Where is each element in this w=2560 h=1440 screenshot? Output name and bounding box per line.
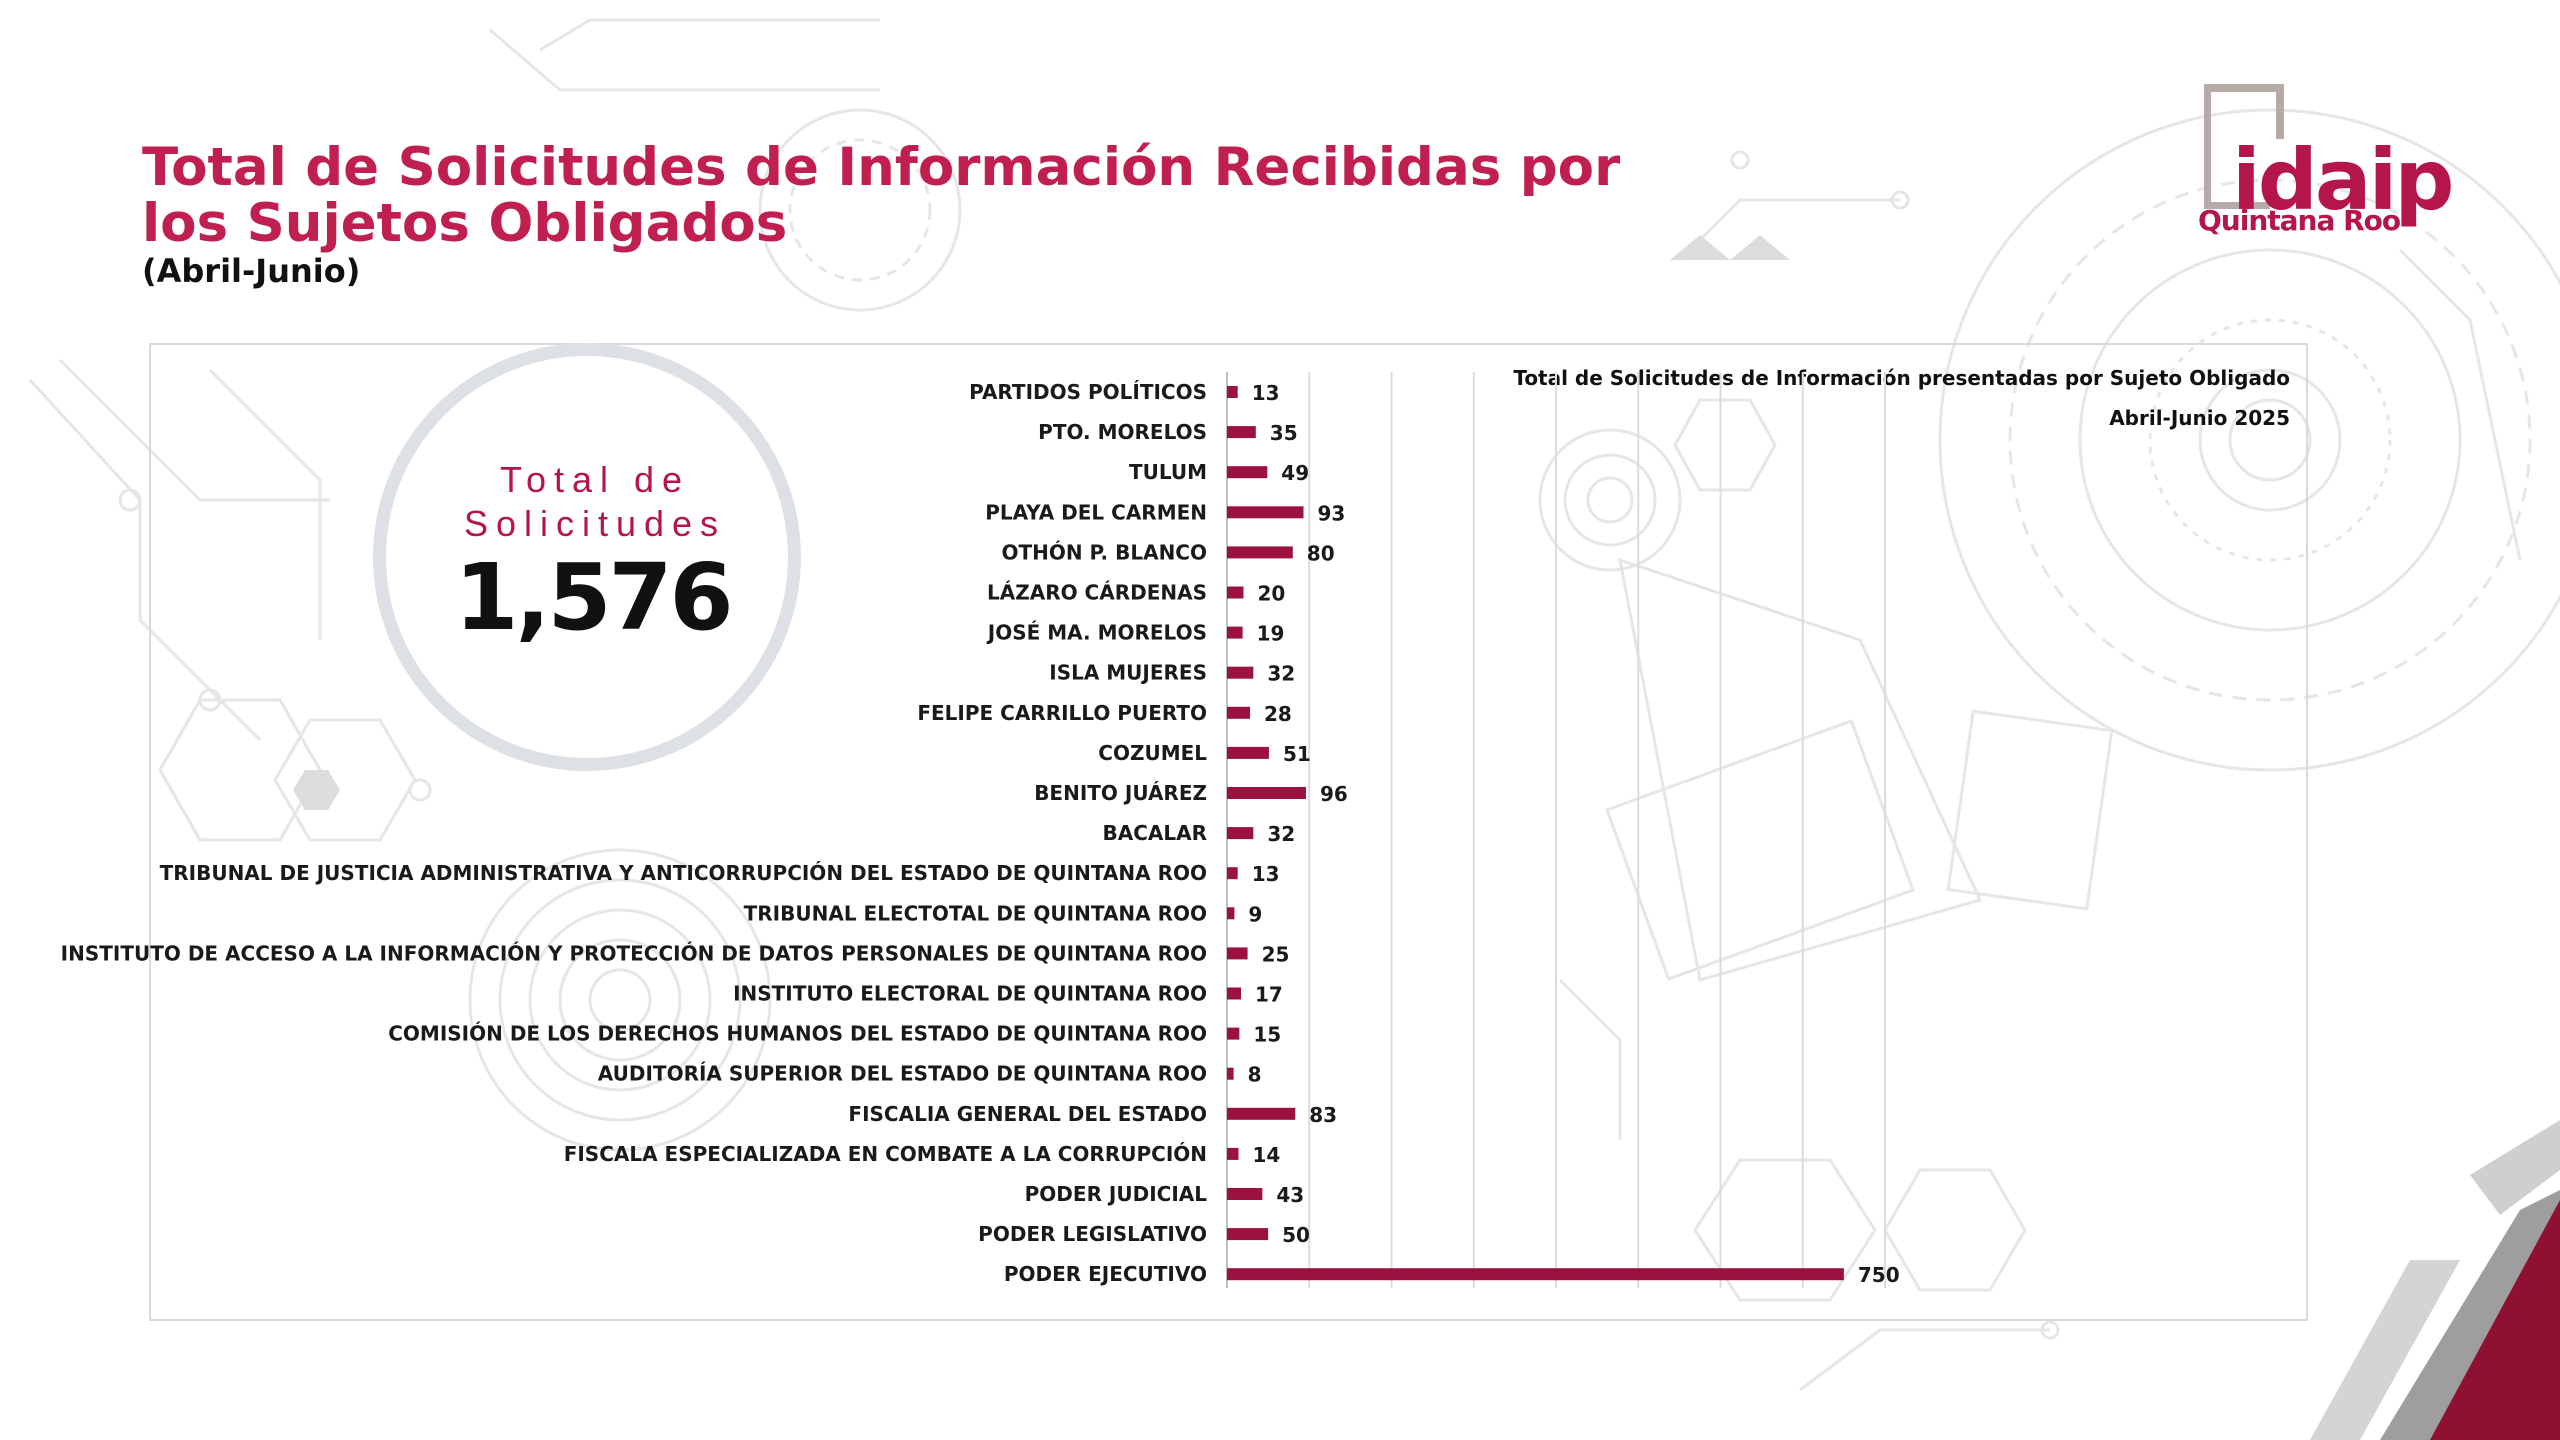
chart-panel [149, 343, 2308, 1321]
bar [1227, 586, 1244, 599]
category-label: FISCALA ESPECIALIZADA EN COMBATE A LA CO… [564, 1142, 1207, 1166]
category-label: TULUM [1129, 460, 1207, 484]
category-label: TRIBUNAL ELECTOTAL DE QUINTANA ROO [744, 901, 1207, 925]
data-label: 49 [1281, 461, 1309, 485]
category-label: ISLA MUJERES [1049, 661, 1207, 685]
data-label: 17 [1255, 983, 1283, 1007]
bar [1227, 987, 1241, 1000]
data-label: 13 [1252, 862, 1280, 886]
chart-title-block: Total de Solicitudes de Información pres… [1513, 358, 2290, 438]
bar [1227, 907, 1235, 920]
data-label: 8 [1248, 1063, 1262, 1087]
data-label: 93 [1317, 501, 1345, 525]
bar [1227, 1027, 1240, 1040]
data-label: 96 [1320, 782, 1348, 806]
data-label: 20 [1257, 582, 1285, 606]
category-label: PODER JUDICIAL [1025, 1182, 1208, 1206]
data-label: 43 [1276, 1183, 1304, 1207]
bar [1227, 947, 1248, 960]
data-label: 32 [1267, 822, 1295, 846]
category-label: TRIBUNAL DE JUSTICIA ADMINISTRATIVA Y AN… [160, 861, 1207, 885]
category-label: OTHÓN P. BLANCO [1001, 540, 1207, 564]
data-label: 51 [1283, 742, 1311, 766]
category-label: FISCALIA GENERAL DEL ESTADO [848, 1102, 1207, 1126]
bar [1227, 746, 1269, 759]
category-label: PLAYA DEL CARMEN [985, 500, 1207, 524]
bar [1227, 626, 1243, 639]
bar [1227, 666, 1254, 679]
category-label: JOSÉ MA. MORELOS [986, 621, 1207, 645]
data-label: 750 [1858, 1263, 1900, 1287]
data-label: 25 [1262, 942, 1290, 966]
bar [1227, 787, 1306, 799]
data-label: 28 [1264, 702, 1292, 726]
data-label: 83 [1309, 1103, 1337, 1127]
chart-title: Total de Solicitudes de Información pres… [1513, 366, 2290, 390]
logo-frame-top [2204, 84, 2284, 92]
bar [1227, 827, 1254, 840]
bar [1227, 1228, 1269, 1241]
bar [1227, 1067, 1234, 1080]
category-label: BENITO JUÁREZ [1034, 781, 1207, 805]
bar [1227, 426, 1256, 439]
page-subtitle: (Abril-Junio) [142, 252, 361, 290]
data-label: 14 [1253, 1143, 1281, 1167]
bar [1227, 867, 1238, 880]
data-label: 80 [1307, 541, 1335, 565]
logo-frame-side [2276, 84, 2284, 139]
category-label: PTO. MORELOS [1038, 420, 1207, 444]
category-label: COZUMEL [1098, 741, 1207, 765]
category-label: LÁZARO CÁRDENAS [987, 581, 1207, 605]
page-title: Total de Solicitudes de Información Reci… [142, 137, 1621, 254]
bar [1227, 1107, 1296, 1120]
bar [1227, 1268, 1844, 1281]
bar [1227, 466, 1268, 479]
data-label: 19 [1257, 622, 1285, 646]
idaip-logo: idaip Quintana Roo [2196, 80, 2455, 250]
category-label: AUDITORÍA SUPERIOR DEL ESTADO DE QUINTAN… [598, 1062, 1207, 1086]
data-label: 35 [1270, 421, 1298, 445]
data-label: 13 [1252, 381, 1280, 405]
category-label: FELIPE CARRILLO PUERTO [917, 701, 1207, 725]
kpi-label: Total de Solicitudes [463, 459, 727, 544]
category-label: PARTIDOS POLÍTICOS [969, 380, 1207, 404]
bar [1227, 706, 1251, 719]
bar [1227, 1147, 1239, 1160]
bar [1227, 546, 1293, 559]
category-label: PODER LEGISLATIVO [978, 1222, 1207, 1246]
bar [1227, 506, 1304, 519]
chart-subtitle: Abril-Junio 2025 [2109, 406, 2290, 430]
data-label: 9 [1248, 902, 1262, 926]
category-label: BACALAR [1102, 821, 1207, 845]
category-label: PODER EJECUTIVO [1004, 1262, 1207, 1286]
data-label: 32 [1267, 662, 1295, 686]
category-label: INSTITUTO ELECTORAL DE QUINTANA ROO [733, 982, 1207, 1006]
bar [1227, 1188, 1263, 1200]
data-label: 15 [1253, 1023, 1281, 1047]
logo-word: idaip [2232, 131, 2455, 229]
kpi-value: 1,576 [454, 544, 733, 651]
data-label: 50 [1282, 1223, 1310, 1247]
category-label: INSTITUTO DE ACCESO A LA INFORMACIÓN Y P… [61, 941, 1207, 965]
logo-place: Quintana Roo [2198, 204, 2401, 237]
bar [1227, 386, 1238, 398]
category-label: COMISIÓN DE LOS DERECHOS HUMANOS DEL EST… [388, 1022, 1207, 1046]
